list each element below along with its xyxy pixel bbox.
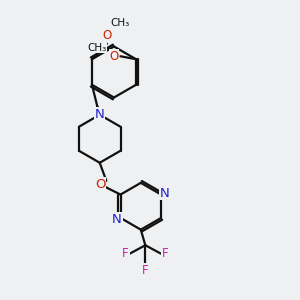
Text: F: F: [162, 247, 168, 260]
Text: N: N: [95, 108, 105, 121]
Text: O: O: [102, 29, 112, 42]
Text: O: O: [109, 50, 119, 63]
Text: N: N: [112, 213, 122, 226]
Text: N: N: [95, 108, 105, 121]
Text: O: O: [95, 178, 106, 191]
Text: N: N: [160, 187, 169, 200]
Text: CH₃: CH₃: [110, 18, 129, 28]
Text: CH₃: CH₃: [88, 43, 107, 53]
Text: F: F: [142, 264, 148, 277]
Text: F: F: [122, 247, 129, 260]
